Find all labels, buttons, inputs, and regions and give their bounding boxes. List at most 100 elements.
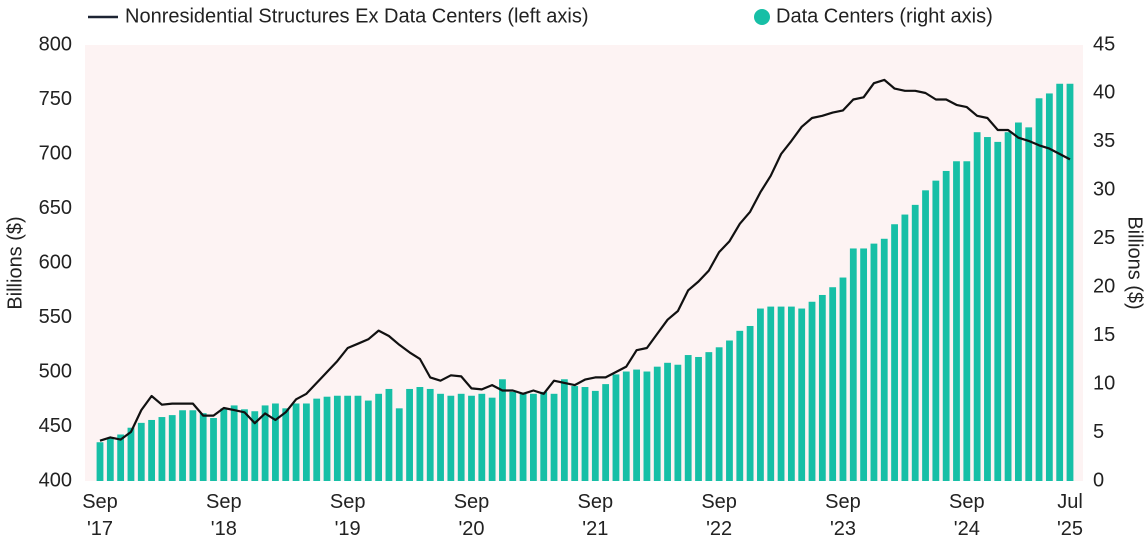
bar [787,306,795,481]
bar [839,277,847,481]
y-tick-label: 550 [39,306,72,328]
bar [550,393,558,481]
x-tick-label: Sep '24 [949,491,985,540]
bar [664,362,671,481]
bar [530,393,537,481]
bar [302,403,310,481]
y2-tick-label: 45 [1093,33,1115,55]
bar [385,388,393,481]
y-axis-title: Billions ($) [4,216,26,309]
bar [622,371,630,481]
y-tick-label: 600 [39,251,72,273]
bar [416,387,424,481]
bar [189,410,197,481]
bar [891,224,898,481]
bar [705,352,713,481]
x-tick-label: Sep '20 [454,491,490,540]
bar [901,214,909,482]
bar [984,137,991,482]
bar [818,294,826,481]
bar [251,411,259,481]
bar [282,408,290,481]
bar [674,364,682,481]
bar [736,330,744,481]
bar [447,395,455,481]
bar [241,409,248,481]
bar [757,308,764,481]
y2-tick-label: 40 [1093,82,1115,104]
bar [1035,98,1043,482]
bar [96,442,104,481]
x-tick-label: Sep '23 [825,491,861,540]
y2-tick-label: 5 [1093,421,1104,443]
bar [509,391,517,481]
x-tick-label: Sep '18 [206,491,242,540]
legend-label: Nonresidential Structures Ex Data Center… [125,5,589,27]
y-tick-label: 650 [39,197,72,219]
bar [684,355,692,481]
bar [395,408,403,481]
y-tick-label: 750 [39,88,72,110]
bar [1045,93,1053,481]
bar [499,379,506,481]
bar [375,393,383,481]
bar [849,248,857,481]
bar [210,418,217,481]
bar [777,306,785,481]
bar [158,417,166,481]
bar [1015,122,1022,481]
bar [942,170,950,481]
bar [653,366,661,481]
bar [272,403,279,481]
bar [540,391,548,481]
bar [344,395,352,481]
y2-tick-label: 25 [1093,227,1115,249]
y2-tick-label: 30 [1093,179,1115,201]
bar [994,141,1002,481]
bar [870,243,878,481]
x-tick-label: Sep '19 [330,491,366,540]
bar [488,397,496,481]
y-tick-label: 800 [39,33,72,55]
bar [560,379,568,481]
bar [168,415,176,481]
y2-tick-label: 0 [1093,469,1104,491]
bar [767,306,775,481]
bar [1056,83,1064,481]
bar [973,132,981,481]
bar [860,248,868,481]
x-tick-label: Jul '25 [1057,491,1083,540]
bar [1025,127,1033,481]
bar [364,400,372,481]
bar [106,438,114,481]
bar [137,422,145,481]
bar [323,396,331,481]
y2-tick-label: 10 [1093,372,1115,394]
bar [426,388,434,481]
bar [829,287,837,481]
bar [468,395,475,481]
x-tick-label: Sep '17 [82,491,118,540]
bar [571,386,579,481]
bar [591,390,599,481]
line [99,78,1071,442]
bar [715,347,723,481]
bar [148,419,155,481]
bar [179,410,186,481]
bar [261,405,269,481]
bar [746,325,754,481]
x-tick-label: Sep '21 [578,491,614,540]
y2-tick-label: 35 [1093,130,1115,152]
y-tick-label: 500 [39,360,72,382]
bar [220,408,228,481]
bar [127,427,135,481]
bar [457,393,465,481]
bar [354,395,362,481]
bar [953,161,960,481]
bar [117,434,125,481]
bar [406,388,413,481]
bar [292,403,300,481]
bar [963,161,971,481]
